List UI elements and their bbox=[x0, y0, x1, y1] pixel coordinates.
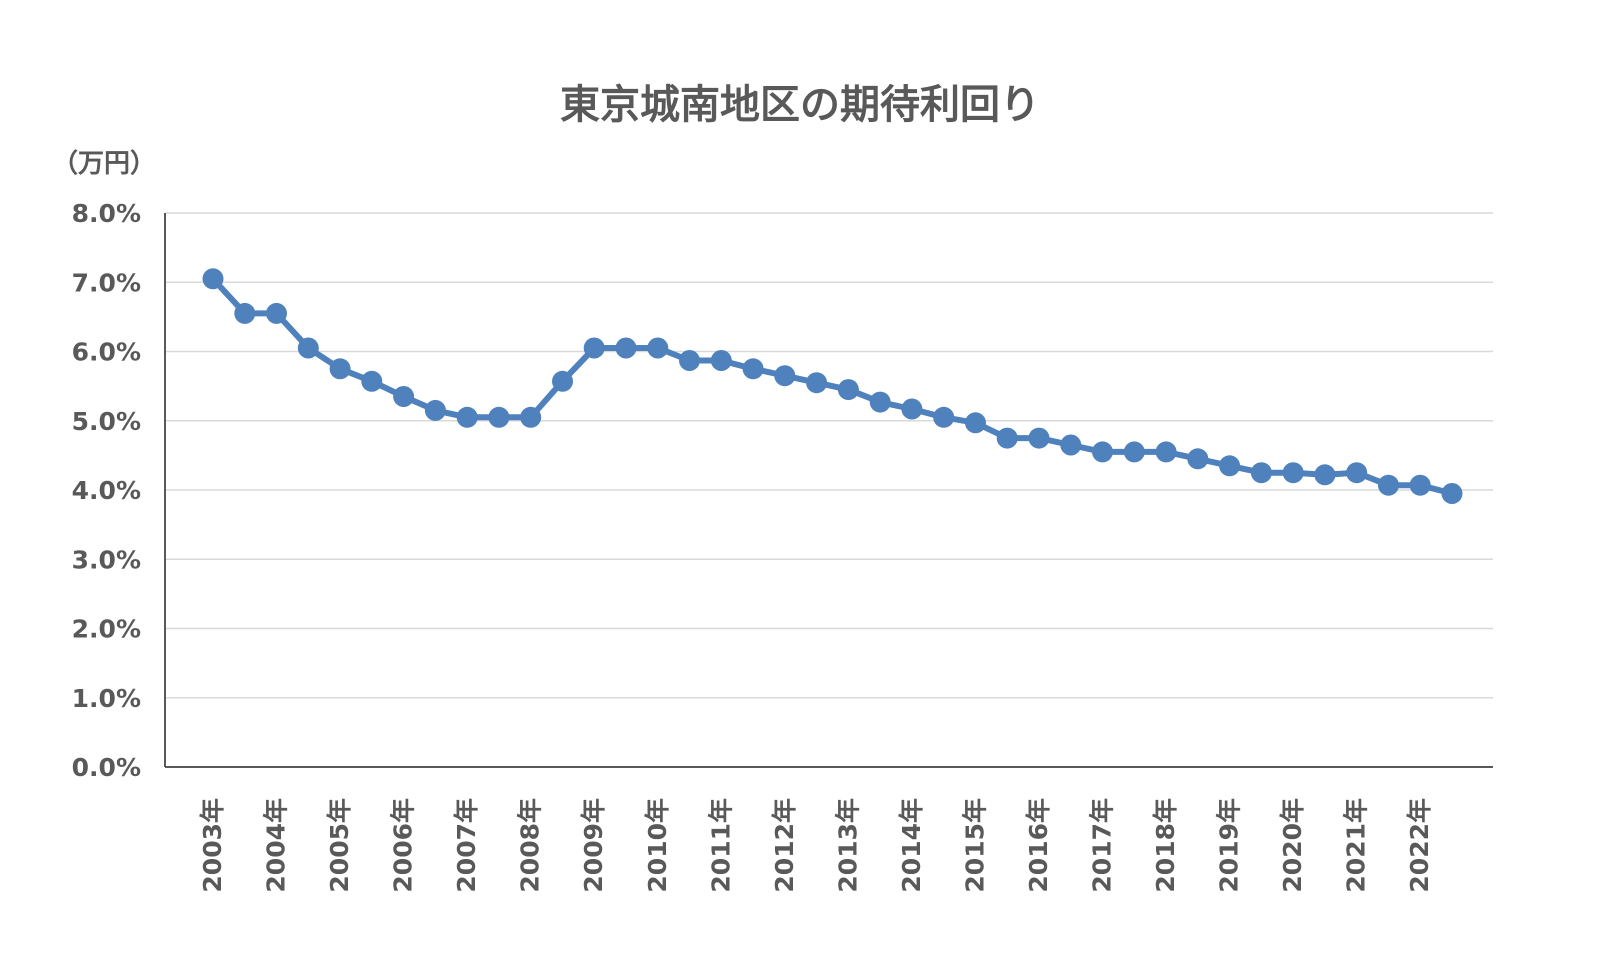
x-tick-label: 2010年 bbox=[643, 798, 672, 893]
data-point bbox=[742, 358, 764, 380]
data-point bbox=[933, 406, 955, 428]
x-tick-label: 2020年 bbox=[1278, 798, 1307, 893]
data-point bbox=[1187, 448, 1209, 470]
y-tick-label: 8.0% bbox=[72, 199, 141, 228]
data-point bbox=[1060, 434, 1082, 456]
x-tick-label: 2021年 bbox=[1342, 798, 1371, 893]
x-tick-label: 2006年 bbox=[389, 798, 418, 893]
data-point bbox=[1155, 441, 1177, 463]
y-tick-label: 1.0% bbox=[72, 684, 141, 713]
series-yield bbox=[202, 268, 1463, 504]
y-tick-label: 4.0% bbox=[72, 476, 141, 505]
data-point bbox=[806, 372, 828, 394]
data-point bbox=[552, 370, 573, 392]
y-tick-label: 7.0% bbox=[72, 268, 141, 297]
data-point bbox=[647, 337, 669, 359]
x-tick-label: 2013年 bbox=[833, 798, 862, 893]
x-tick-label: 2003年 bbox=[198, 798, 227, 893]
y-tick-label: 5.0% bbox=[72, 407, 141, 436]
data-point bbox=[1219, 455, 1241, 477]
data-point bbox=[520, 406, 542, 428]
data-point bbox=[1250, 462, 1272, 484]
x-tick-label: 2017年 bbox=[1088, 798, 1117, 893]
data-point bbox=[1123, 441, 1145, 463]
gridlines bbox=[165, 212, 1493, 699]
data-point bbox=[1092, 441, 1113, 463]
data-point bbox=[615, 337, 637, 359]
data-point bbox=[965, 412, 986, 434]
data-point bbox=[774, 365, 796, 387]
x-tick-label: 2016年 bbox=[1024, 798, 1053, 893]
data-point bbox=[329, 358, 351, 380]
y-tick-label: 6.0% bbox=[72, 338, 141, 367]
data-point bbox=[456, 406, 478, 428]
x-tick-label: 2022年 bbox=[1405, 798, 1434, 893]
y-axis-ticks: 0.0% 1.0% 2.0% 3.0% 4.0% 5.0% 6.0% 7.0% 8.0% bbox=[72, 199, 141, 782]
data-point bbox=[1314, 464, 1336, 486]
x-tick-label: 2018年 bbox=[1151, 798, 1180, 893]
data-point bbox=[234, 302, 256, 324]
x-tick-label: 2008年 bbox=[516, 798, 545, 893]
y-unit-label: （万円） bbox=[52, 149, 156, 179]
axes bbox=[164, 213, 1493, 768]
data-point bbox=[710, 350, 732, 371]
data-point bbox=[1346, 462, 1368, 484]
data-point bbox=[1282, 462, 1304, 484]
data-point bbox=[393, 386, 415, 407]
x-tick-label: 2011年 bbox=[706, 798, 735, 893]
data-point bbox=[1028, 427, 1050, 449]
data-point bbox=[1409, 474, 1431, 496]
data-point bbox=[1378, 474, 1399, 496]
data-point bbox=[297, 337, 319, 359]
series-line bbox=[210, 275, 1455, 497]
data-point bbox=[424, 399, 446, 421]
y-tick-label: 2.0% bbox=[72, 615, 141, 644]
x-tick-label: 2007年 bbox=[452, 798, 481, 893]
chart-title: 東京城南地区の期待利回り bbox=[560, 82, 1040, 128]
data-point bbox=[202, 268, 224, 290]
x-axis-ticks: 2003年 2004年 2005年 2006年 2007年 2008年 2009年 2010年… bbox=[198, 798, 1434, 893]
x-tick-label: 2005年 bbox=[325, 798, 354, 893]
x-tick-label: 2019年 bbox=[1215, 798, 1244, 893]
data-point bbox=[488, 406, 510, 428]
x-tick-label: 2015年 bbox=[960, 798, 989, 893]
data-point bbox=[583, 337, 605, 359]
data-point bbox=[837, 379, 859, 401]
x-tick-label: 2009年 bbox=[579, 798, 608, 893]
data-point bbox=[901, 398, 923, 420]
y-tick-label: 0.0% bbox=[72, 753, 141, 782]
x-tick-label: 2004年 bbox=[262, 798, 291, 893]
x-tick-label: 2012年 bbox=[770, 798, 799, 893]
data-point bbox=[361, 370, 383, 392]
x-tick-label: 2014年 bbox=[897, 798, 926, 893]
data-point bbox=[266, 302, 287, 324]
data-point bbox=[679, 350, 700, 371]
data-point bbox=[869, 391, 891, 413]
data-point bbox=[1441, 483, 1463, 504]
data-point bbox=[996, 427, 1018, 449]
y-tick-label: 3.0% bbox=[72, 545, 141, 574]
